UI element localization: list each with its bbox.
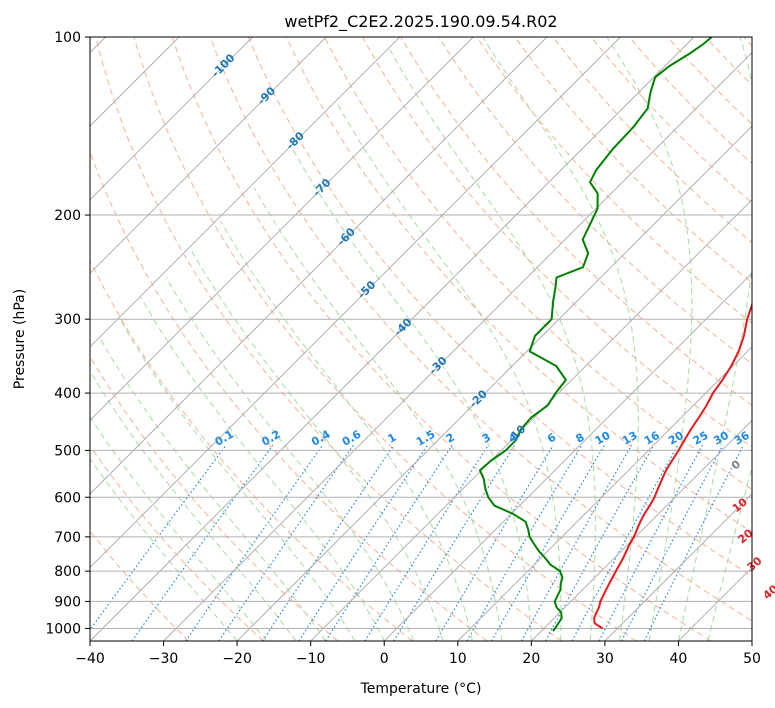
moist-adiabat-line xyxy=(220,221,474,641)
x-axis-ticks: −40 −30 −20 −10 0 10 20 30 40 50 xyxy=(75,641,761,667)
y-axis-ticks: 1000 900 800 700 600 500 400 300 200 100 xyxy=(45,30,90,637)
dry-adiabat-line xyxy=(590,37,752,204)
mixing-ratio-line xyxy=(545,444,655,641)
dry-adiabat-line xyxy=(133,37,637,641)
mixing-ratio-line xyxy=(571,444,679,641)
mixing-ratio-line xyxy=(466,444,583,641)
dry-adiabat-line xyxy=(209,37,752,622)
moist-adiabat-line xyxy=(253,187,503,641)
chart-title: wetPf2_C2E2.2025.190.09.54.R02 xyxy=(284,12,557,32)
y-tick-label: 300 xyxy=(54,312,81,328)
isotherm-line xyxy=(90,37,401,348)
isotherm-line xyxy=(383,272,752,641)
sounding-series xyxy=(479,37,752,632)
moist-adiabat-line xyxy=(165,277,415,641)
dry-adiabat-line xyxy=(285,37,752,534)
background-lines xyxy=(90,37,752,641)
moist-adiabat-line xyxy=(191,250,444,641)
mixing-ratio-line xyxy=(643,444,745,641)
x-tick-label: 10 xyxy=(449,651,467,667)
dry-adiabat-line xyxy=(90,444,264,641)
temperature-profile-line xyxy=(593,301,752,630)
y-tick-label: 600 xyxy=(54,490,81,506)
isotherm-line xyxy=(163,51,752,641)
x-axis-label: Temperature (°C) xyxy=(360,681,482,697)
mixing-ratio-line xyxy=(598,444,703,641)
isotherm-line xyxy=(236,125,752,641)
isobar-grid xyxy=(90,37,752,629)
y-tick-label: 1000 xyxy=(45,621,81,637)
dry-adiabat-line xyxy=(247,37,752,577)
isotherm-line xyxy=(90,37,548,495)
x-tick-label: 20 xyxy=(522,651,540,667)
moist-adiabat-line xyxy=(140,296,385,641)
mixing-ratio-line xyxy=(491,444,605,641)
y-tick-label: 400 xyxy=(54,386,81,402)
dewpoint-profile-line xyxy=(479,37,713,632)
dry-adiabat-line xyxy=(90,259,413,641)
y-tick-label: 700 xyxy=(54,530,81,546)
mixing-ratio-line xyxy=(325,444,453,641)
isotherm-line xyxy=(90,37,327,274)
mixing-ratio-line xyxy=(131,444,274,641)
moist-adiabat-line xyxy=(677,37,752,641)
mixing-ratio-line xyxy=(298,444,428,641)
moist-adiabat-line xyxy=(707,465,752,641)
y-axis-label: Pressure (hPa) xyxy=(12,289,28,389)
x-tick-label: −10 xyxy=(296,651,326,667)
y-tick-label: 900 xyxy=(54,594,81,610)
mixing-ratio-line xyxy=(90,444,227,631)
dry-adiabat-line xyxy=(95,37,562,641)
isotherm-line xyxy=(457,346,752,641)
mixing-ratio-line xyxy=(520,444,633,641)
mixing-ratio-line xyxy=(261,444,395,641)
isotherm-line xyxy=(90,37,695,641)
moist-adiabat-line xyxy=(389,49,597,641)
mixing-ratio-line xyxy=(364,444,489,641)
x-tick-label: −30 xyxy=(149,651,179,667)
isotherm-line xyxy=(90,37,621,569)
isotherm-line xyxy=(310,198,752,641)
x-tick-label: −20 xyxy=(222,651,252,667)
dry-adiabat-line xyxy=(324,37,752,491)
dry-adiabat-line xyxy=(514,37,752,284)
moist-adiabat-line xyxy=(119,318,356,641)
x-tick-label: 30 xyxy=(596,651,614,667)
moist-adiabat-line xyxy=(337,104,562,641)
dry-adiabat-line xyxy=(171,37,712,641)
isotherm-line xyxy=(90,37,474,422)
y-tick-label: 800 xyxy=(54,564,81,580)
plot-frame xyxy=(89,36,753,642)
y-tick-label: 200 xyxy=(54,208,81,224)
moist-adiabat-line xyxy=(90,457,238,641)
y-tick-label: 500 xyxy=(54,443,81,459)
isotherm-line xyxy=(90,37,254,201)
x-tick-label: 40 xyxy=(670,651,688,667)
dry-adiabat-line xyxy=(476,37,752,324)
x-tick-label: −40 xyxy=(75,651,105,667)
y-tick-label: 100 xyxy=(54,30,81,46)
skewed-isotherms xyxy=(90,37,752,641)
dry-adiabat-line xyxy=(400,37,752,406)
moist-adiabat-line xyxy=(482,37,639,641)
moist-adiabat-line xyxy=(606,37,693,641)
x-tick-label: 0 xyxy=(380,651,389,667)
dry-adiabat-line xyxy=(628,37,752,165)
isotherm-line xyxy=(604,493,752,641)
moist-adiabat-line xyxy=(90,415,267,641)
x-tick-label: 50 xyxy=(743,651,761,667)
moist-adiabat-line xyxy=(292,149,532,641)
